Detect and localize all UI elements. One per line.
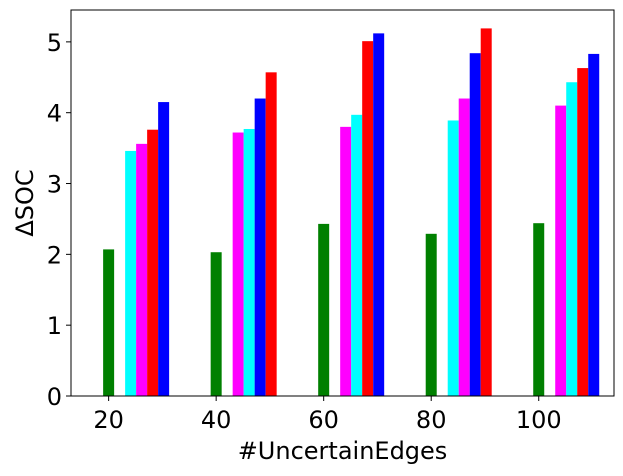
y-tick-label: 1: [47, 312, 62, 340]
bar-20-1: [125, 150, 137, 396]
bar-100-3: [577, 68, 589, 396]
y-tick-label: 5: [47, 29, 62, 57]
y-tick-label: 0: [47, 383, 62, 411]
bar-60-3: [362, 41, 374, 396]
x-tick-label: 40: [201, 406, 232, 434]
bar-40-1: [232, 132, 244, 396]
y-tick-label: 4: [47, 100, 62, 128]
bar-20-2: [136, 143, 148, 396]
bar-40-0: [210, 252, 222, 396]
x-axis-label: #UncertainEdges: [238, 437, 448, 465]
plot-area-frame: [70, 9, 615, 397]
bar-20-0: [103, 249, 115, 396]
x-tick-label: 20: [93, 406, 124, 434]
bar-40-3: [254, 98, 266, 396]
y-axis-label: ΔSOC: [11, 169, 39, 236]
bar-60-2: [351, 114, 363, 396]
y-tick-label: 3: [47, 171, 62, 199]
bar-60-1: [340, 126, 352, 397]
bar-layer: [103, 28, 600, 397]
bar-80-3: [469, 53, 481, 396]
bar-80-4: [480, 28, 492, 396]
x-tick-label: 100: [516, 406, 562, 434]
bar-60-0: [318, 223, 330, 396]
y-tick-label: 2: [47, 241, 62, 269]
bar-60-4: [373, 33, 385, 397]
bar-100-2: [566, 82, 578, 397]
y-axis-ticks: 0 1 2 3 4 5: [47, 29, 71, 411]
bar-40-4: [265, 72, 277, 396]
bar-20-4: [158, 102, 170, 396]
x-tick-label: 60: [308, 406, 339, 434]
bar-80-0: [425, 233, 437, 396]
bar-80-1: [447, 120, 459, 397]
x-tick-label: 80: [416, 406, 447, 434]
bar-40-2: [243, 128, 255, 397]
x-axis-ticks: 20 40 60 80 100: [93, 396, 562, 434]
bar-20-3: [147, 129, 159, 396]
bar-100-1: [555, 105, 567, 397]
bar-80-2: [458, 98, 470, 396]
bar-100-0: [533, 223, 545, 396]
bar-100-4: [588, 53, 600, 396]
